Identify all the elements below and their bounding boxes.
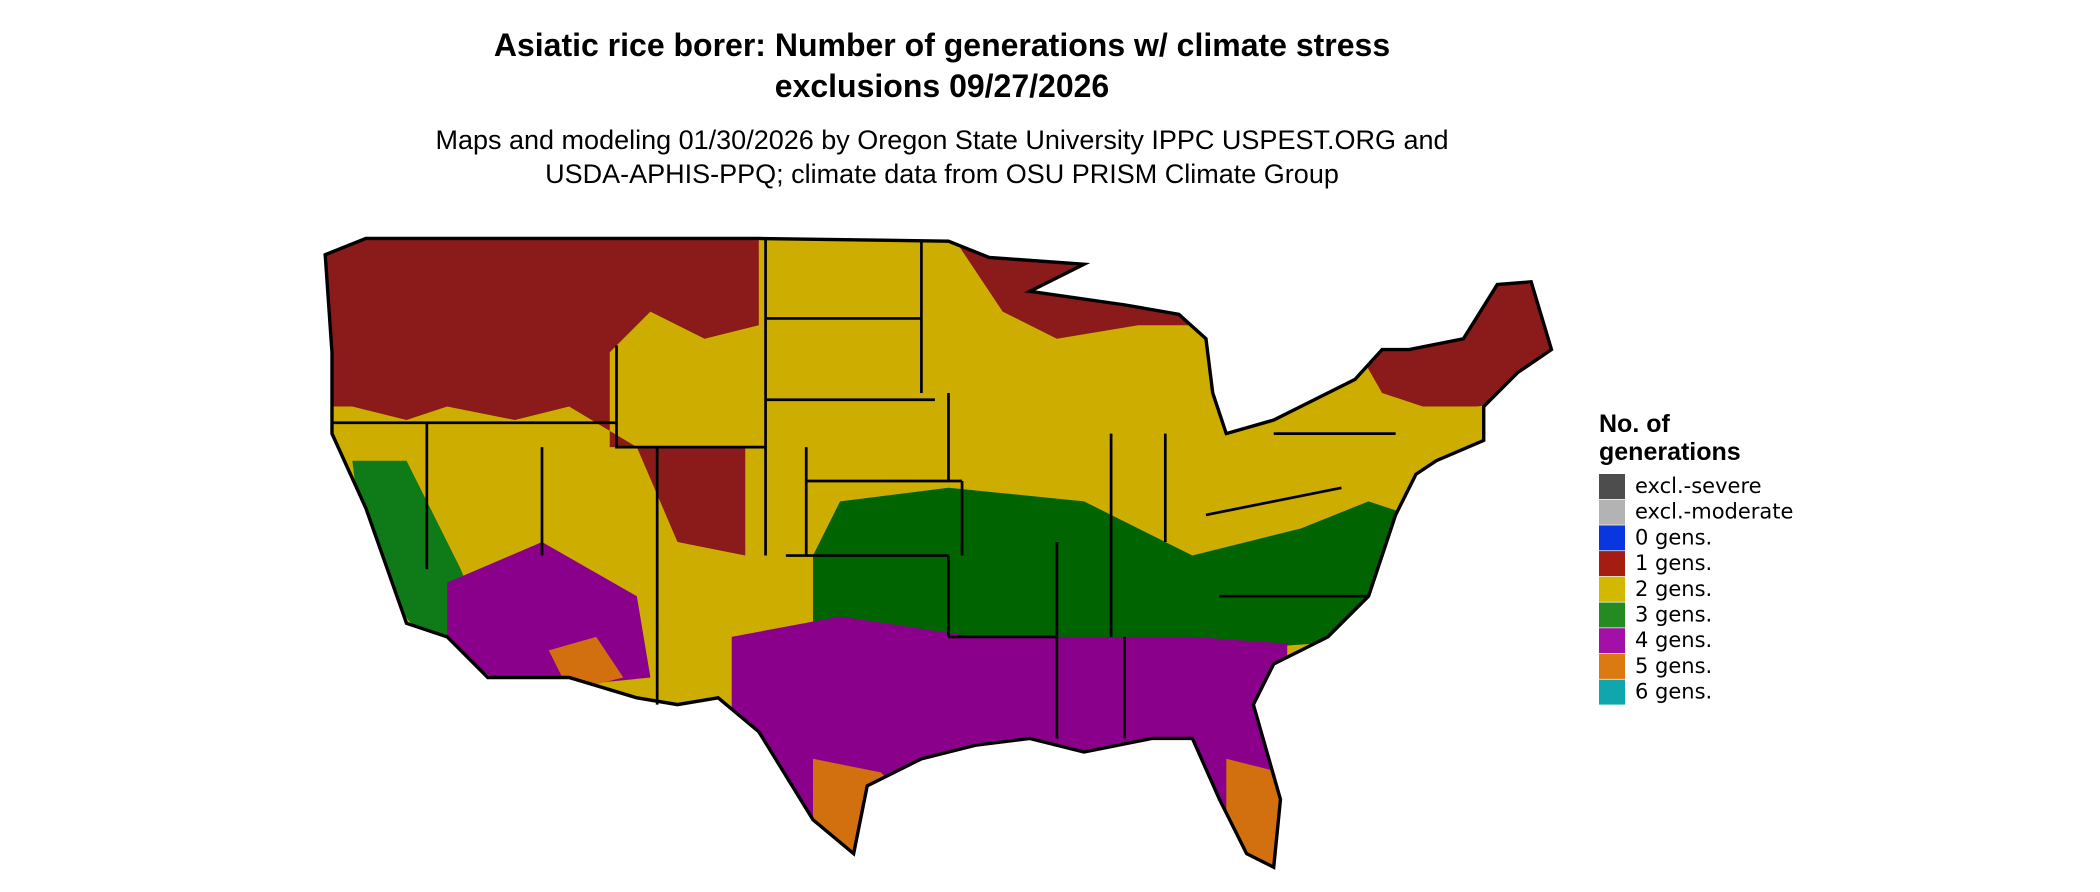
legend-title: generations — [1599, 438, 1741, 466]
region-1-gens — [325, 238, 759, 556]
legend-swatch — [1599, 474, 1625, 499]
title: exclusions 09/27/2026 — [775, 68, 1109, 104]
legend-swatch — [1599, 499, 1625, 525]
legend-label: 6 gens. — [1635, 680, 1712, 704]
legend-title: No. of — [1599, 410, 1670, 438]
title: Asiatic rice borer: Number of generation… — [494, 27, 1390, 63]
map — [323, 236, 1554, 870]
legend-swatch — [1599, 551, 1625, 577]
map-regions — [325, 238, 1552, 868]
legend-label: 1 gens. — [1635, 551, 1712, 575]
region-5-gens — [813, 758, 922, 868]
legend-label: excl.-severe — [1635, 474, 1762, 498]
legend-swatch — [1599, 525, 1625, 551]
legend-swatch — [1599, 576, 1625, 602]
legend-swatch — [1599, 653, 1625, 679]
legend-label: 0 gens. — [1635, 525, 1712, 549]
state-borders — [331, 238, 1396, 739]
legend-label: excl.-moderate — [1635, 500, 1793, 524]
legend-label: 4 gens. — [1635, 628, 1712, 652]
legend-label: 2 gens. — [1635, 577, 1712, 601]
legend-swatch — [1599, 628, 1625, 654]
legend-swatch — [1599, 602, 1625, 628]
legend-label: 3 gens. — [1635, 603, 1712, 627]
legend-label: 5 gens. — [1635, 654, 1712, 678]
legend-swatch — [1599, 679, 1625, 705]
subtitle: USDA-APHIS-PPQ; climate data from OSU PR… — [545, 159, 1339, 189]
subtitle: Maps and modeling 01/30/2026 by Oregon S… — [435, 125, 1448, 155]
region-4-gens — [731, 616, 1288, 868]
